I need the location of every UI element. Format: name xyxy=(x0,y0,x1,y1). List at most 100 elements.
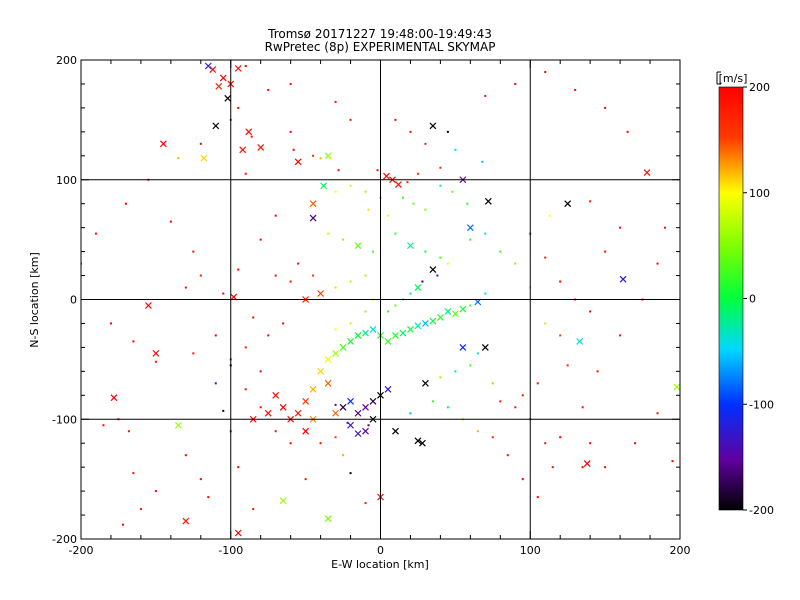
data-point-cross xyxy=(324,355,332,363)
data-point-cross xyxy=(332,349,339,357)
data-point-dot xyxy=(252,316,255,319)
data-point-dot xyxy=(484,94,487,97)
data-point-dot xyxy=(581,466,584,469)
data-point-dot xyxy=(454,148,457,151)
data-point-dot xyxy=(289,280,292,283)
data-point-dot xyxy=(222,409,225,412)
data-point-cross xyxy=(347,397,354,405)
data-point-dot xyxy=(132,340,135,343)
data-point-dot xyxy=(334,403,337,406)
data-point-dot xyxy=(297,262,300,265)
data-point-dot xyxy=(386,214,389,217)
data-point-cross xyxy=(317,290,325,297)
data-point-dot xyxy=(334,286,337,289)
data-point-dot xyxy=(334,328,337,331)
data-point-dot xyxy=(439,376,442,379)
x-axis-label: E-W location [km] xyxy=(331,558,429,571)
data-point-dot xyxy=(484,232,487,235)
colorbar-tick-label: -200 xyxy=(749,504,774,517)
data-point-dot xyxy=(574,88,577,91)
data-point-dot xyxy=(409,130,412,133)
colorbar-ticks: 200 100 0 -100 -200 xyxy=(743,81,774,517)
data-point-dot xyxy=(199,478,202,481)
data-point-dot xyxy=(124,202,127,205)
data-point-dot xyxy=(139,508,142,511)
data-point-cross xyxy=(264,409,272,417)
data-point-dot xyxy=(551,466,554,469)
data-point-cross xyxy=(339,343,347,351)
data-point-dot xyxy=(346,421,349,424)
data-point-dot xyxy=(481,160,484,163)
data-point-dot xyxy=(334,100,337,103)
data-point-cross xyxy=(215,82,223,90)
data-point-cross xyxy=(294,158,302,166)
data-point-cross xyxy=(309,214,317,222)
data-point-dot xyxy=(406,181,409,184)
data-point-dot xyxy=(506,454,509,457)
data-point-dot xyxy=(289,130,292,133)
data-point-dot xyxy=(521,478,524,481)
data-point-cross xyxy=(392,427,399,435)
data-point-cross xyxy=(224,94,232,102)
data-point-cross xyxy=(395,181,402,188)
data-point-dot xyxy=(319,157,322,160)
data-point-dot xyxy=(319,442,322,445)
data-point-dot xyxy=(244,172,247,175)
data-point-cross xyxy=(459,343,467,351)
data-point-cross xyxy=(302,427,310,435)
data-point-cross xyxy=(362,427,369,435)
data-point-cross xyxy=(324,379,332,387)
data-point-cross xyxy=(369,397,377,405)
scatter-points xyxy=(81,62,680,537)
data-point-cross xyxy=(407,242,414,250)
data-point-dot xyxy=(412,202,415,205)
y-tick-label: -100 xyxy=(52,413,77,426)
data-point-dot xyxy=(334,190,337,193)
data-point-dot xyxy=(544,322,547,325)
data-point-dot xyxy=(589,442,592,445)
data-point-dot xyxy=(634,442,637,445)
data-point-dot xyxy=(250,135,253,138)
data-point-cross xyxy=(200,154,208,162)
data-point-cross xyxy=(272,391,280,399)
data-point-cross xyxy=(212,122,220,130)
data-point-cross xyxy=(444,308,452,315)
data-point-dot xyxy=(656,412,659,415)
data-point-dot xyxy=(536,382,539,385)
data-point-cross xyxy=(324,152,332,160)
data-point-dot xyxy=(244,64,247,67)
data-point-cross xyxy=(362,403,369,411)
data-point-dot xyxy=(439,256,442,259)
data-point-dot xyxy=(514,82,517,85)
data-point-cross xyxy=(422,379,429,387)
data-point-dot xyxy=(476,430,479,433)
data-point-cross xyxy=(459,305,467,313)
data-point-cross xyxy=(673,383,680,391)
data-point-dot xyxy=(207,496,210,499)
data-point-dot xyxy=(349,184,352,187)
data-point-cross xyxy=(484,197,492,205)
colorbar-tick-label: 100 xyxy=(749,187,770,200)
data-point-cross xyxy=(429,122,437,130)
data-point-dot xyxy=(446,262,449,265)
data-point-dot xyxy=(367,424,370,427)
data-point-dot xyxy=(604,466,607,469)
data-point-dot xyxy=(367,208,370,211)
data-point-cross xyxy=(159,140,167,148)
grid-lines xyxy=(81,60,680,539)
data-point-dot xyxy=(342,454,345,457)
data-point-cross xyxy=(399,329,407,337)
data-point-dot xyxy=(559,334,562,337)
data-point-cross xyxy=(383,172,390,180)
data-point-dot xyxy=(589,310,592,313)
data-point-cross xyxy=(419,439,426,447)
data-point-cross xyxy=(384,337,392,345)
data-point-dot xyxy=(364,310,367,313)
data-point-cross xyxy=(279,403,287,411)
data-point-dot xyxy=(199,274,202,277)
data-point-cross xyxy=(414,437,422,445)
data-point-dot xyxy=(342,238,345,241)
data-point-dot xyxy=(656,262,659,265)
data-point-dot xyxy=(469,304,472,307)
data-point-dot xyxy=(514,406,517,409)
